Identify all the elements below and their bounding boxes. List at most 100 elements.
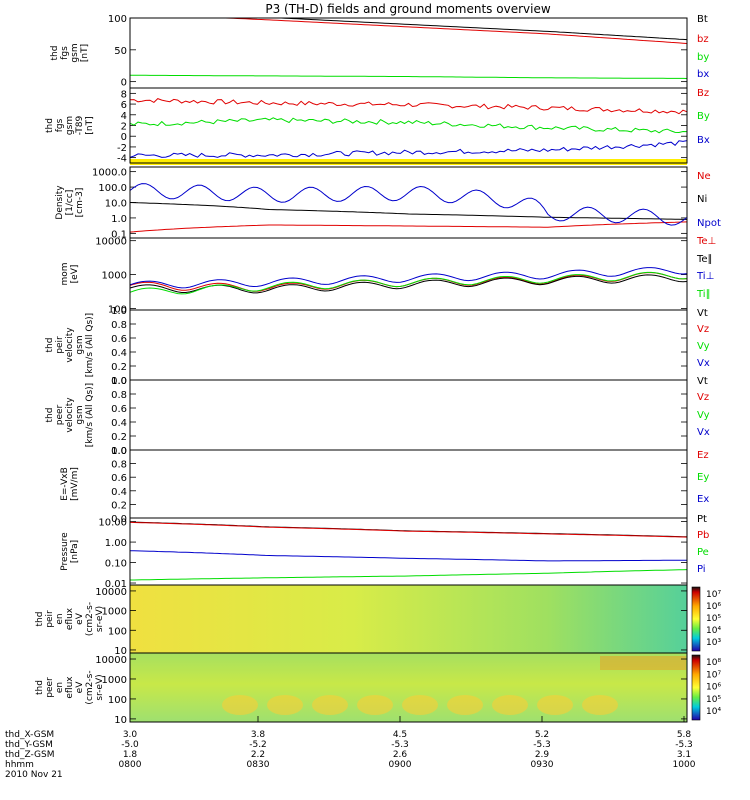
y-axis-label-line: peer [55,404,65,425]
y-axis-label-line: gsm [70,43,80,62]
y-tick-label: 100 [108,304,127,315]
y-axis-label-line: thd [45,118,55,133]
y-tick-label: -4 [117,154,127,165]
colorbar-label: 10⁶ [706,602,721,612]
legend-Pt: Pt [697,514,707,525]
y-axis-label-line: thd [50,46,60,61]
panel-frame [129,237,688,311]
y-axis-label-line: (cm2-s- [85,670,95,704]
y-axis-label-line: E=-VxB [60,467,70,501]
y-axis-label-line: (cm2-s- [85,602,95,636]
y-axis-label-line: gsm [65,116,75,135]
y-axis-label-line: [eV] [70,265,80,284]
y-tick-label: 6 [121,100,127,111]
orbit-value: 0930 [531,760,554,770]
y-axis-label-line: [1/cc] [65,190,75,216]
legend-Pe: Pe [697,547,709,558]
orbit-value: 0800 [119,760,142,770]
orbit-row-label: thd_X-GSM [5,730,54,740]
legend-Bx: Bx [697,135,710,146]
y-tick-label: 0.6 [111,334,127,345]
orbit-value: 3.1 [677,750,691,760]
legend-Vx: Vx [697,427,710,438]
y-axis-label-line: [nPa] [70,540,80,563]
spectrogram-feature [312,695,348,715]
y-axis-label-line: [nT] [80,44,90,62]
panel-3: 1000.0 100.0 10.0 1.0 0.1 Density[1/cc][cm-3]… [55,166,721,240]
y-tick-label: 0.0 [111,514,127,525]
spectrogram-feature [402,695,438,715]
colorbar-label: 10³ [706,638,721,648]
legend-Ne: Ne [697,171,711,182]
y-tick-label: 0 [121,78,127,89]
series-line [129,521,688,538]
series-line [130,17,688,44]
panel-frame [129,517,688,586]
y-tick-label: 4 [121,111,127,122]
panel-8: 10.00 1.00 0.10 0.01 Pressure[nPa] Pt Pb Pe Pi [60,514,709,590]
y-axis-label-line: fgs [60,46,70,60]
y-tick-label: 10 [114,715,127,726]
y-tick-label: 0.4 [111,418,127,429]
y-tick-label: 0.6 [111,404,127,415]
y-axis-label-line: [mV/m] [70,467,80,501]
spectrogram-feature [447,695,483,715]
colorbar-label: 10⁷ [706,670,721,680]
date-label: 2010 Nov 21 [5,770,63,780]
y-axis-label-line: eV [75,612,85,625]
orbit-value: 3.8 [251,730,266,740]
y-axis-label-line: en [55,682,65,693]
y-tick-label: 1000.0 [92,168,127,179]
y-tick-label: 0.0 [111,376,127,387]
orbit-value: 0830 [247,760,270,770]
y-tick-label: 10.0 [105,199,127,210]
y-tick-label: 10 [114,646,127,657]
panel-frame [129,449,688,519]
legend-Vt: Vt [697,308,708,319]
y-axis-label-line: sr-eV) [95,674,105,700]
legend-Ti∥: Ti∥ [696,289,711,300]
y-tick-label: 0.8 [111,320,127,331]
orbit-row-label: thd_Y-GSM [5,740,53,750]
legend-Vy: Vy [697,410,710,421]
panel-frame [129,309,688,381]
y-tick-label: 0 [121,132,127,143]
orbit-row-label: thd_Z-GSM [5,750,54,760]
colorbar [691,586,701,652]
panel-1: 100 50 0 thdfgsgsm[nT] Bt bz by bx [50,14,709,89]
y-tick-label: 0.0 [111,446,127,457]
y-axis-label-line: Density [55,185,65,220]
series-line [129,98,688,115]
y-axis-label-line: Pressure [60,532,70,571]
panel-5: 1.0 0.8 0.6 0.4 0.2 0.0 thdpeirvelocitygsm[km/… [45,306,710,387]
series-line [130,569,688,581]
spectrogram-feature [267,695,303,715]
y-tick-label: 1000 [102,607,127,618]
quality-flag-bar [130,159,687,165]
spectrogram-feature [537,695,573,715]
y-tick-label: 2 [121,122,127,133]
y-axis-label-line: velocity [65,397,75,433]
colorbar-label: 10⁷ [706,590,721,600]
y-tick-label: 0.1 [111,229,127,240]
y-tick-label: 1.0 [111,376,127,387]
legend-Vz: Vz [697,392,709,403]
y-axis-label: Pressure[nPa] [60,532,80,571]
spectrogram-feature [357,695,393,715]
orbit-rows: thd_X-GSM 3.0 3.8 4.5 5.2 5.8 thd_Y-GSM -5.0 -5.… [5,716,696,780]
legend-Ex: Ex [697,494,709,505]
spectrogram-feature [600,656,686,670]
y-tick-label: 0.2 [111,362,127,373]
y-axis-label: Density[1/cc][cm-3] [55,185,85,220]
orbit-value: 1.8 [123,750,138,760]
y-axis-label: thdpeirvelocitygsm[km/s (All Qs)] [45,313,95,377]
spectrogram-feature [582,695,618,715]
y-tick-label: 0.8 [111,390,127,401]
y-tick-label: 0.2 [111,500,127,511]
y-axis-label-line: [km/s (All Qs)] [85,383,95,447]
colorbar [691,654,701,721]
legend-Bt: Bt [697,14,708,25]
y-tick-label: 0.01 [105,579,127,590]
legend-Te∥: Te∥ [696,254,713,265]
legend-Bz: Bz [697,88,709,99]
